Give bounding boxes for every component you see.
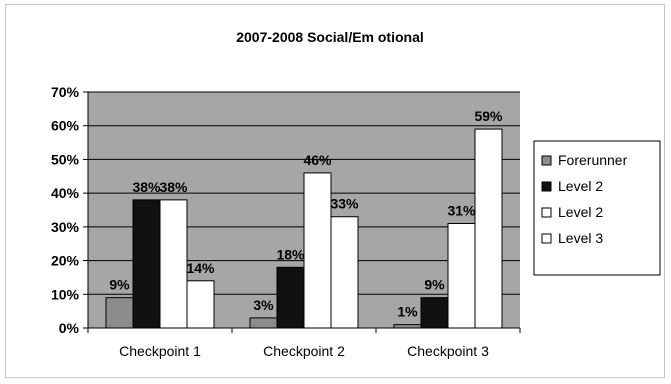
data-label: 9% xyxy=(109,277,130,293)
x-category-label: Checkpoint 3 xyxy=(407,343,489,359)
legend-swatch xyxy=(541,207,552,218)
bar xyxy=(474,128,503,329)
bar xyxy=(303,172,332,329)
y-tick-label: 0% xyxy=(59,320,80,336)
bar xyxy=(186,280,215,329)
data-label: 59% xyxy=(474,108,503,124)
bar xyxy=(249,317,278,329)
plot-area: 0% 10% 20% 30% 40% 50% 60% 70% 9% 38%38% 14% Checkp… xyxy=(51,84,521,359)
legend-label: Level 3 xyxy=(558,230,603,246)
legend-label: Level 2 xyxy=(558,204,603,220)
bar xyxy=(447,222,476,329)
data-label: 3% xyxy=(253,297,274,313)
data-label: 33% xyxy=(330,196,359,212)
data-label: 46% xyxy=(303,152,332,168)
y-tick-label: 60% xyxy=(51,118,80,134)
y-tick-label: 10% xyxy=(51,286,80,302)
y-tick-label: 70% xyxy=(51,84,80,100)
legend-swatch xyxy=(541,233,552,244)
legend: Forerunner Level 2 Level 2 Level 3 xyxy=(533,140,661,276)
bar xyxy=(159,199,188,329)
legend-swatch xyxy=(541,155,552,166)
bar xyxy=(420,297,449,329)
bar xyxy=(276,266,305,329)
legend-swatch xyxy=(541,181,552,192)
legend-box xyxy=(533,140,661,276)
data-label: 38% xyxy=(132,179,161,195)
legend-label: Forerunner xyxy=(558,152,628,168)
bar xyxy=(330,216,359,329)
x-category-label: Checkpoint 2 xyxy=(263,343,345,359)
y-tick-label: 20% xyxy=(51,253,80,269)
data-label: 18% xyxy=(276,246,305,262)
data-label: 1% xyxy=(397,304,418,320)
data-label: 38% xyxy=(159,179,188,195)
chart-title: 2007-2008 Social/Em otional xyxy=(236,29,424,45)
y-tick-label: 40% xyxy=(51,185,80,201)
x-category-label: Checkpoint 1 xyxy=(119,343,201,359)
legend-label: Level 2 xyxy=(558,178,603,194)
data-label: 9% xyxy=(424,277,445,293)
y-tick-label: 30% xyxy=(51,219,80,235)
bar xyxy=(105,297,134,329)
bar xyxy=(132,199,161,329)
data-label: 31% xyxy=(447,202,476,218)
bar xyxy=(393,324,422,329)
y-tick-label: 50% xyxy=(51,151,80,167)
data-label: 14% xyxy=(186,260,215,276)
